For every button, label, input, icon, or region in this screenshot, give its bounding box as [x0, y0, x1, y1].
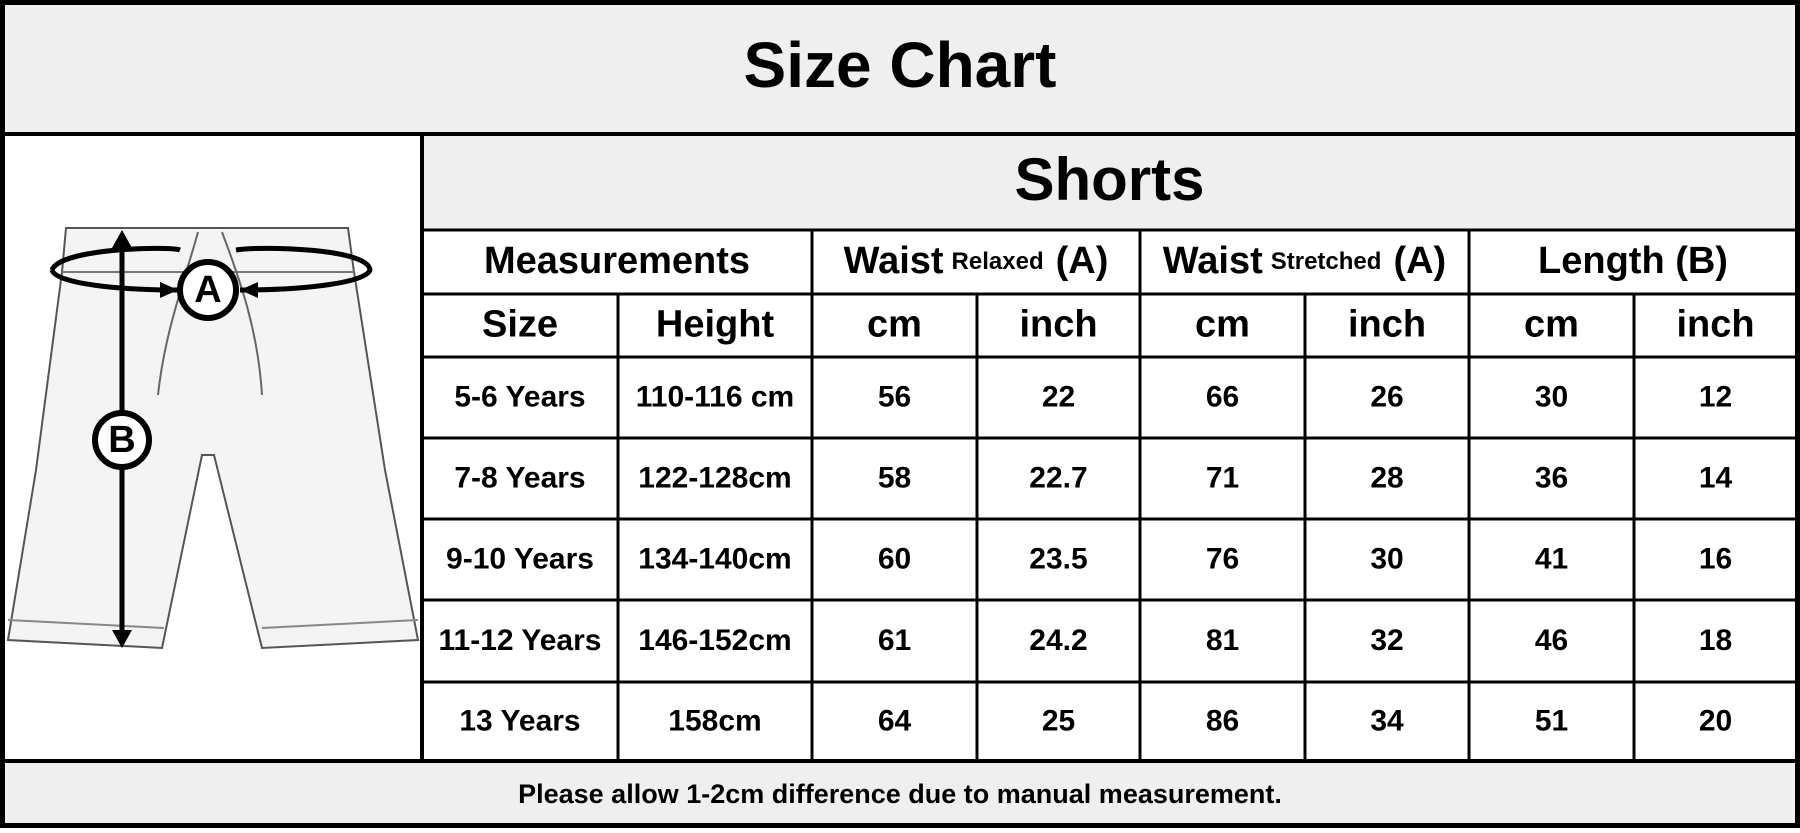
value-cell: 20	[1699, 704, 1732, 737]
value-cell: 66	[1206, 380, 1239, 413]
value-cell: 46	[1535, 624, 1568, 657]
column-header: cm	[1195, 304, 1250, 346]
hem-line	[7, 619, 419, 629]
size-cell: 5-6 Years	[454, 380, 585, 413]
value-cell: 25	[1042, 704, 1075, 737]
value-cell: 58	[878, 461, 911, 494]
value-cell: 30	[1370, 542, 1403, 575]
group-header: Measurements	[484, 240, 750, 282]
size-table: Shorts Measurements Waist Relaxed (A) Waist St…	[422, 146, 1797, 761]
value-cell: 32	[1370, 624, 1403, 657]
group-label: Measurements	[484, 240, 750, 282]
column-header: Height	[656, 304, 775, 346]
value-cell: 41	[1535, 542, 1568, 575]
shorts-illustration: A B	[6, 227, 420, 650]
marker-b	[92, 410, 152, 470]
value-cell: 86	[1206, 704, 1239, 737]
value-cell: 76	[1206, 542, 1239, 575]
value-cell: 14	[1699, 461, 1733, 494]
value-cell: 146-152cm	[638, 624, 791, 657]
value-cell: 23.5	[1029, 542, 1087, 575]
value-cell: 134-140cm	[638, 542, 791, 575]
column-header: Size	[482, 304, 558, 346]
value-cell: 122-128cm	[638, 461, 791, 494]
column-header: inch	[1348, 304, 1426, 346]
drawstring	[157, 231, 263, 396]
group-label: Waist	[844, 240, 944, 282]
group-mark: (A)	[1056, 240, 1109, 282]
value-cell: 30	[1535, 380, 1568, 413]
column-header: inch	[1676, 304, 1754, 346]
value-cell: 71	[1206, 461, 1239, 494]
waist-arrow	[49, 245, 373, 293]
size-cell: 9-10 Years	[446, 542, 594, 575]
title: Size Chart	[744, 29, 1057, 101]
group-note: Stretched	[1271, 248, 1382, 275]
footer-note: Please allow 1-2cm difference due to man…	[518, 779, 1282, 809]
size-cell: 7-8 Years	[454, 461, 585, 494]
value-cell: 36	[1535, 461, 1568, 494]
size-cell: 11-12 Years	[439, 624, 602, 657]
marker-label: B	[108, 419, 135, 461]
value-cell: 61	[878, 624, 911, 657]
value-cell: 81	[1206, 624, 1239, 657]
value-cell: 60	[878, 542, 911, 575]
value-cell: 34	[1370, 704, 1404, 737]
marker-label: A	[194, 269, 221, 311]
column-header: inch	[1019, 304, 1097, 346]
group-header: Waist Relaxed (A)	[844, 240, 1109, 282]
group-header: Waist Stretched (A)	[1163, 240, 1446, 282]
value-cell: 22.7	[1029, 461, 1087, 494]
group-note: Relaxed	[952, 248, 1044, 275]
marker-a	[177, 259, 239, 321]
size-cell: 13 Years	[459, 704, 580, 737]
value-cell: 26	[1370, 380, 1403, 413]
table-title: Shorts	[1014, 146, 1204, 213]
column-header: cm	[867, 304, 922, 346]
value-cell: 56	[878, 380, 911, 413]
value-cell: 158cm	[668, 704, 761, 737]
group-label: Length (B)	[1538, 240, 1728, 282]
value-cell: 16	[1699, 542, 1732, 575]
value-cell: 24.2	[1029, 624, 1087, 657]
group-mark: (A)	[1393, 240, 1446, 282]
group-label: Waist	[1163, 240, 1263, 282]
value-cell: 64	[878, 704, 912, 737]
value-cell: 12	[1699, 380, 1732, 413]
table-body	[422, 230, 1797, 761]
value-cell: 28	[1370, 461, 1403, 494]
value-cell: 22	[1042, 380, 1075, 413]
value-cell: 18	[1699, 624, 1732, 657]
value-cell: 110-116 cm	[636, 380, 794, 413]
value-cell: 51	[1535, 704, 1568, 737]
column-header: cm	[1524, 304, 1579, 346]
group-header: Length (B)	[1538, 240, 1728, 282]
